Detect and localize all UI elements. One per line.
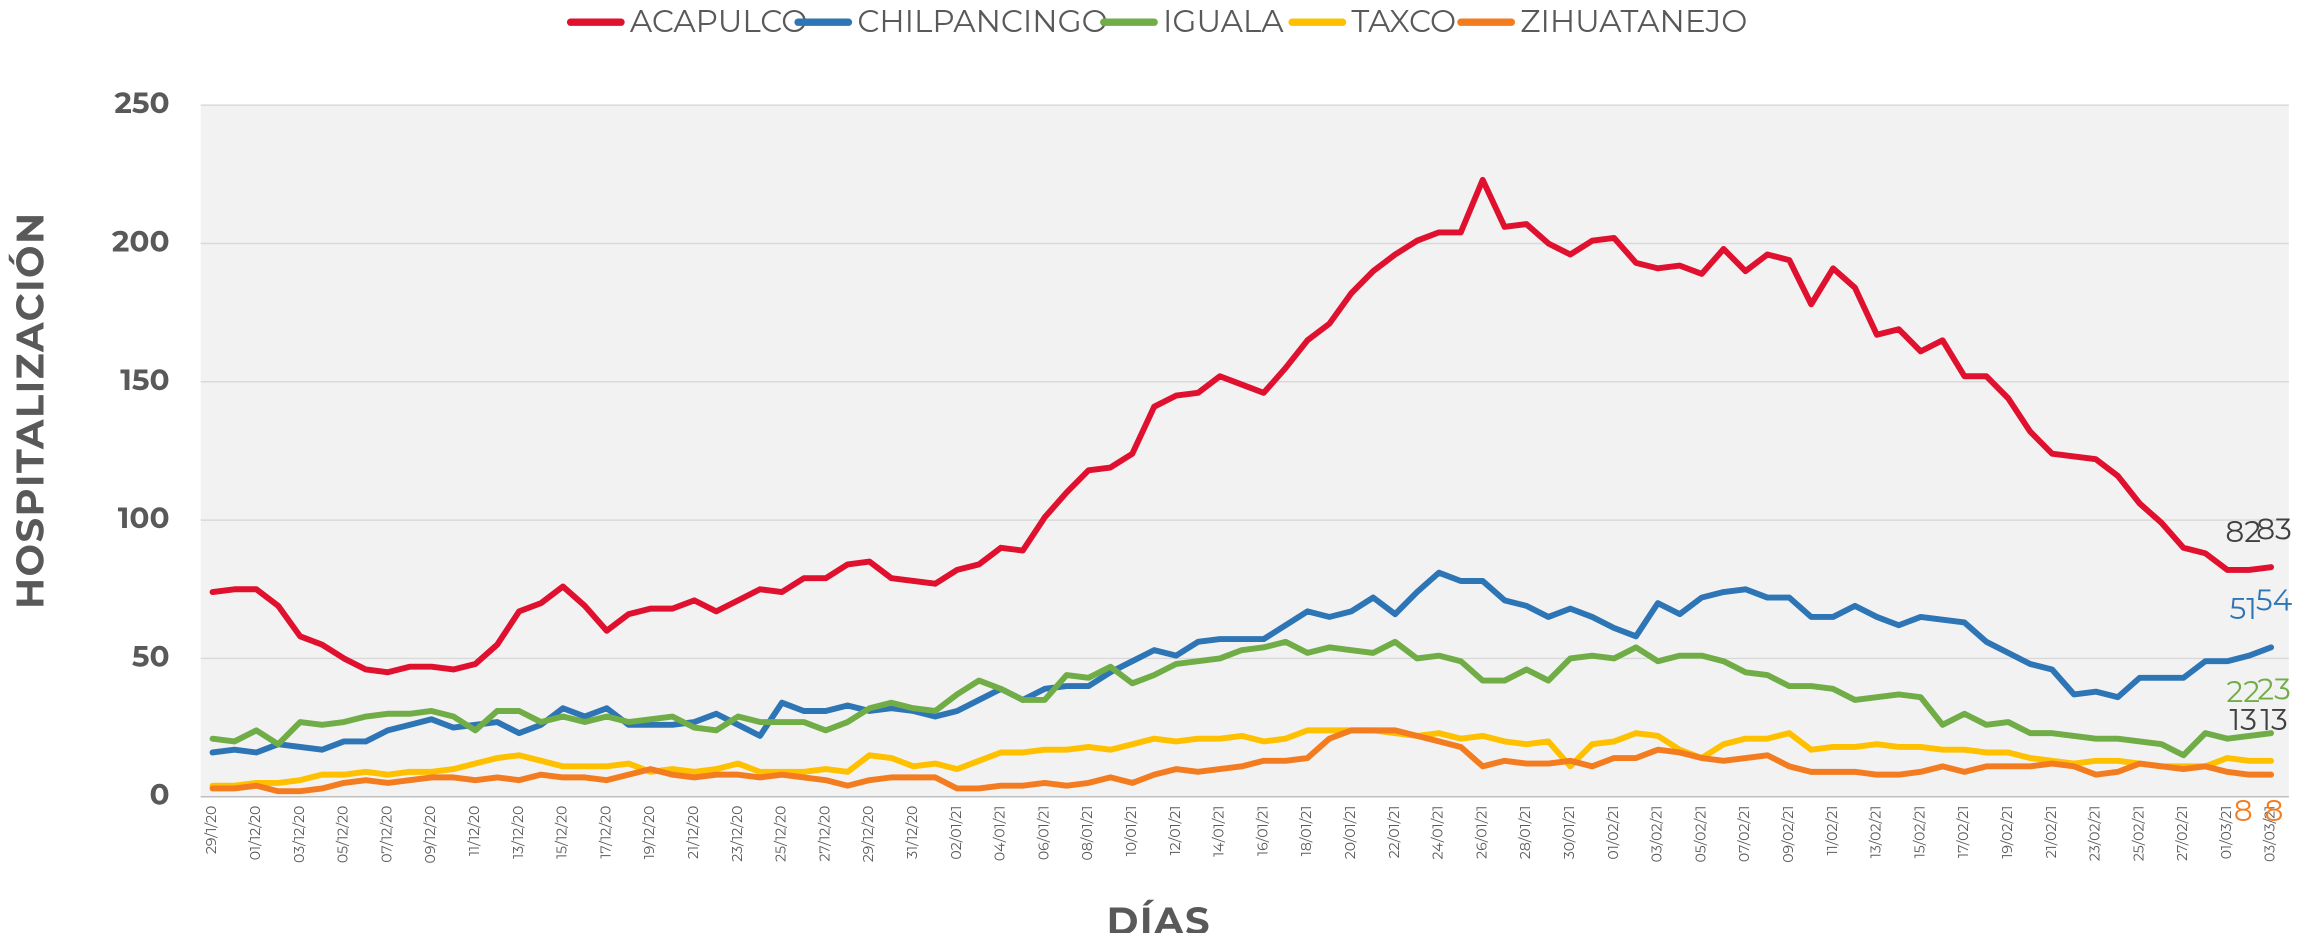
- x-tick-label: 25/02/21: [2129, 806, 2147, 862]
- y-tick-label: 150: [120, 362, 169, 398]
- plot-area: [200, 105, 2289, 797]
- data-label: 8: [2265, 793, 2284, 829]
- x-tick-label: 06/01/21: [1034, 806, 1052, 861]
- data-label: 82: [2225, 514, 2261, 550]
- data-label: 83: [2256, 511, 2292, 547]
- legend-label: IGUALA: [1163, 2, 1284, 40]
- x-tick-label: 27/02/21: [2173, 806, 2191, 861]
- x-tick-label: 26/01/21: [1472, 806, 1490, 859]
- line-series: [209, 727, 2275, 789]
- x-tick-label: 09/12/20: [421, 806, 439, 864]
- data-label: 54: [2256, 583, 2293, 619]
- x-tick-label: 07/02/21: [1735, 806, 1753, 862]
- x-tick-label: 13/12/20: [509, 806, 527, 859]
- data-label: 51: [2230, 591, 2257, 627]
- x-tick-label: 15/12/20: [553, 806, 571, 859]
- x-tick-label: 10/01/21: [1122, 806, 1140, 857]
- x-tick-label: 17/02/21: [1954, 806, 1972, 858]
- x-tick-label: 24/01/21: [1429, 806, 1447, 860]
- legend-label: ZIHUATANEJO: [1520, 2, 1747, 40]
- x-tick-label: 02/01/21: [947, 806, 965, 860]
- x-tick-label: 09/02/21: [1779, 806, 1797, 863]
- legend-label: CHILPANCINGO: [857, 2, 1107, 40]
- x-tick-label: 27/12/20: [815, 806, 833, 862]
- x-tick-label: 31/12/20: [903, 806, 921, 859]
- y-tick-label: 0: [149, 777, 169, 813]
- x-tick-label: 20/01/21: [1341, 806, 1359, 860]
- data-label: 13: [2230, 702, 2257, 738]
- x-tick-label: 21/02/21: [2042, 806, 2060, 859]
- data-label: 23: [2257, 671, 2291, 707]
- x-tick-label: 21/12/20: [684, 806, 702, 859]
- line-series: [209, 638, 2275, 759]
- x-tick-label: 22/01/21: [1385, 806, 1403, 859]
- x-tick-label: 19/12/20: [640, 806, 658, 860]
- x-tick-label: 16/01/21: [1253, 806, 1271, 856]
- x-tick-label: 30/01/21: [1560, 806, 1578, 860]
- data-label: 13: [2260, 702, 2287, 738]
- y-tick-label: 250: [114, 85, 169, 121]
- x-tick-label: 11/12/20: [465, 806, 483, 856]
- x-tick-label: 18/01/21: [1297, 806, 1315, 857]
- x-tick-label: 28/01/21: [1516, 806, 1534, 860]
- x-tick-label: 01/02/21: [1604, 806, 1622, 860]
- x-tick-label: 03/02/21: [1648, 806, 1666, 863]
- x-tick-label: 01/03/21: [2217, 806, 2235, 860]
- y-tick-label: 50: [132, 638, 170, 674]
- x-tick-label: 01/12/20: [246, 806, 264, 861]
- x-tick-label: 29/12/20: [859, 806, 877, 863]
- x-tick-label: 07/12/20: [377, 806, 395, 863]
- x-tick-label: 14/01/21: [1210, 806, 1228, 857]
- x-tick-label: 08/01/21: [1078, 806, 1096, 861]
- x-tick-label: 13/02/21: [1867, 806, 1885, 859]
- x-tick-label: 11/02/21: [1823, 806, 1841, 856]
- x-tick-label: 29/1/20: [202, 806, 220, 854]
- line-series: [209, 176, 2275, 676]
- line-series: [209, 727, 2275, 795]
- x-tick-label: 05/02/21: [1691, 806, 1709, 863]
- x-tick-label: 23/12/20: [728, 806, 746, 862]
- x-axis-title: DÍAS: [1107, 897, 1211, 933]
- line-series: [209, 569, 2275, 756]
- x-tick-label: 17/12/20: [596, 806, 614, 859]
- x-tick-label: 04/01/21: [991, 806, 1009, 862]
- data-label: 8: [2234, 793, 2253, 829]
- y-axis-title: HOSPITALIZACIÓN: [7, 211, 54, 609]
- x-tick-label: 05/12/20: [334, 806, 352, 864]
- legend: ACAPULCO CHILPANCINGO IGUALA TAXCO ZIHUATANE…: [566, 2, 1747, 40]
- y-tick-label: 200: [112, 223, 170, 259]
- x-tick-label: 19/02/21: [1998, 806, 2016, 859]
- x-tick-label: 25/12/20: [772, 806, 790, 862]
- x-tick-label: 03/03/21: [2261, 806, 2279, 862]
- legend-label: TAXCO: [1351, 2, 1456, 40]
- y-tick-label: 100: [118, 500, 170, 536]
- x-tick-label: 15/02/21: [1910, 806, 1928, 859]
- legend-label: ACAPULCO: [630, 2, 808, 40]
- x-tick-label: 03/12/20: [290, 806, 308, 863]
- x-tick-label: 23/02/21: [2086, 806, 2104, 862]
- data-label: 22: [2226, 674, 2260, 710]
- x-tick-label: 12/01/21: [1166, 806, 1184, 856]
